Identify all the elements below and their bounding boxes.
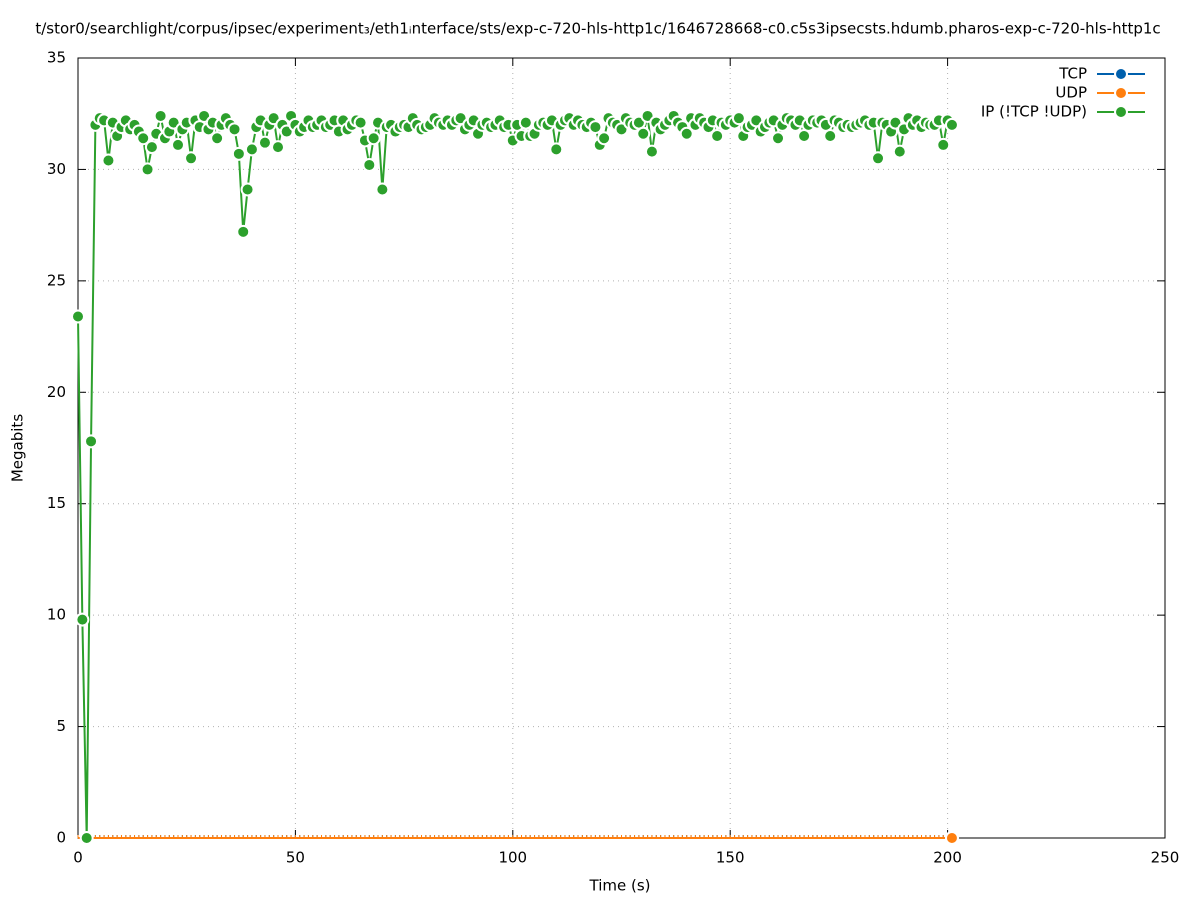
point <box>597 131 612 146</box>
point <box>710 129 725 143</box>
legend-label: UDP <box>1055 84 1087 102</box>
point <box>944 831 959 845</box>
point <box>84 434 99 449</box>
series-line <box>77 112 953 839</box>
point <box>679 126 694 141</box>
point <box>644 144 659 159</box>
y-tick-label: 20 <box>47 383 66 401</box>
legend-label: IP (!TCP !UDP) <box>981 103 1087 121</box>
point <box>362 157 377 172</box>
x-axis-label: Time (s) <box>589 877 651 895</box>
point <box>871 151 886 166</box>
point <box>549 142 564 157</box>
point <box>171 137 186 152</box>
point <box>518 115 533 130</box>
point <box>153 108 168 123</box>
point <box>588 120 603 135</box>
y-tick-label: 15 <box>47 494 66 512</box>
point <box>244 142 259 157</box>
point <box>892 144 907 159</box>
point <box>136 131 151 146</box>
point <box>271 140 286 155</box>
y-tick-label: 0 <box>56 829 66 847</box>
point <box>184 151 199 166</box>
point <box>71 309 85 324</box>
legend-label: TCP <box>1058 65 1087 83</box>
point <box>771 131 786 146</box>
point <box>366 131 381 146</box>
point <box>236 224 251 239</box>
y-tick-label: 35 <box>47 49 66 67</box>
point <box>101 153 116 168</box>
legend-swatch <box>1114 86 1128 100</box>
point <box>144 140 159 155</box>
point <box>257 135 272 150</box>
point <box>731 111 746 126</box>
point <box>140 162 155 177</box>
y-tick-label: 5 <box>56 717 66 735</box>
point <box>944 117 959 132</box>
legend-swatch <box>1114 67 1128 81</box>
point <box>75 612 90 627</box>
x-tick-label: 150 <box>716 849 745 867</box>
point <box>227 122 242 137</box>
legend-swatch <box>1114 105 1128 119</box>
x-tick-label: 250 <box>1151 849 1180 867</box>
point <box>231 146 246 161</box>
point <box>375 182 390 197</box>
x-tick-label: 100 <box>498 849 527 867</box>
point <box>636 126 651 141</box>
point <box>353 115 368 130</box>
y-tick-label: 25 <box>47 271 66 289</box>
point <box>210 131 225 146</box>
x-tick-label: 0 <box>73 849 83 867</box>
y-axis-label: Megabits <box>9 414 27 482</box>
y-tick-label: 30 <box>47 160 66 178</box>
point <box>240 182 255 197</box>
point <box>936 137 951 152</box>
x-tick-label: 50 <box>286 849 305 867</box>
chart-title: t/stor0/searchlight/corpus/ipsec/experim… <box>35 20 1160 38</box>
y-tick-label: 10 <box>47 606 66 624</box>
x-tick-label: 200 <box>933 849 962 867</box>
point <box>79 831 94 845</box>
point <box>823 129 838 143</box>
